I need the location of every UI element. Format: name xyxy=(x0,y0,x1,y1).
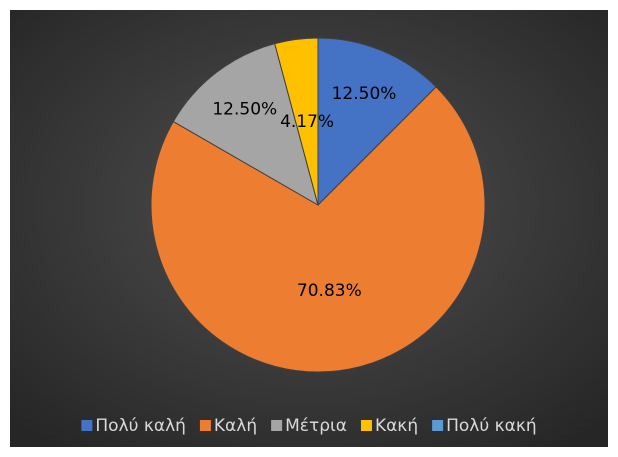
legend-swatch xyxy=(360,420,372,431)
legend-label: Κακή xyxy=(375,416,418,436)
legend-label: Πολύ καλή xyxy=(95,416,186,436)
legend-swatch xyxy=(199,420,211,431)
data-label: 12.50% xyxy=(332,84,397,104)
legend-label: Πολύ κακή xyxy=(446,416,537,436)
legend-swatch xyxy=(432,420,444,431)
data-label: 12.50% xyxy=(212,100,277,120)
data-label: 70.83% xyxy=(297,281,362,301)
pie-slice xyxy=(150,86,486,373)
legend-label: Μέτρια xyxy=(285,416,347,436)
legend-label: Καλή xyxy=(214,416,257,436)
data-label: 4.17% xyxy=(280,112,334,132)
pie-slice xyxy=(172,43,319,207)
pie-slice xyxy=(274,37,319,206)
legend-swatch xyxy=(81,420,93,431)
legend-swatch xyxy=(271,420,283,431)
pie-slice xyxy=(317,37,437,207)
